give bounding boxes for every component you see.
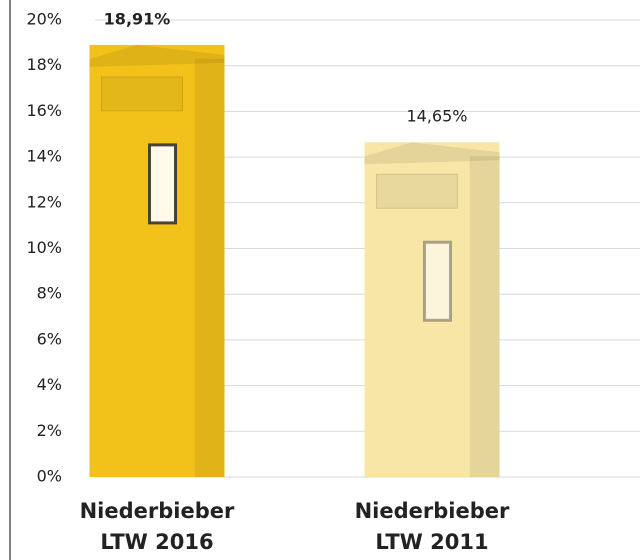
y-tick-label: 6% xyxy=(37,329,62,348)
mailbox-flap xyxy=(376,173,458,209)
y-tick-label: 20% xyxy=(26,10,62,29)
mailbox-sticker xyxy=(423,240,452,322)
mailbox-sticker xyxy=(148,143,177,225)
value-label: 18,91% xyxy=(104,9,171,28)
mailbox-side xyxy=(194,58,225,478)
y-tick-label: 2% xyxy=(37,421,62,440)
mailbox-cap xyxy=(89,44,225,67)
value-label: 14,65% xyxy=(406,107,467,126)
y-tick-label: 14% xyxy=(26,147,62,166)
y-tick-label: 8% xyxy=(37,284,62,303)
y-tick-label: 12% xyxy=(26,192,62,211)
bar xyxy=(89,44,225,478)
y-tick-label: 18% xyxy=(26,55,62,74)
y-tick-label: 0% xyxy=(37,467,62,486)
mailbox-side xyxy=(469,156,500,477)
mailbox-cap xyxy=(364,142,500,165)
mailbox-flap xyxy=(101,76,183,112)
x-tick-label: Niederbieber LTW 2016 xyxy=(79,499,235,554)
y-tick-label: 10% xyxy=(26,238,62,257)
y-tick-label: 16% xyxy=(26,101,62,120)
x-tick-label: Niederbieber LTW 2011 xyxy=(354,499,510,554)
y-tick-label: 4% xyxy=(37,375,62,394)
